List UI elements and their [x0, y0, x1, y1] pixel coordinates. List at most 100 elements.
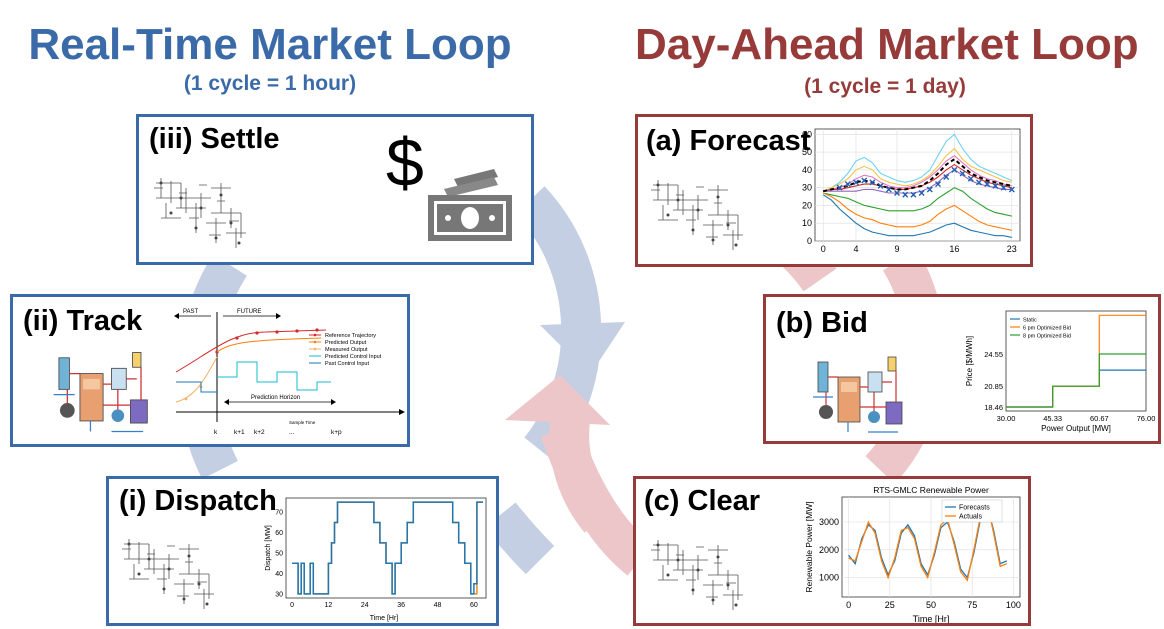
- y-tick-label: 2000: [819, 545, 839, 555]
- x-tick-label: 4: [853, 244, 858, 254]
- x-tick-label: 0: [290, 602, 294, 609]
- forecast-marker: [844, 181, 851, 188]
- series-line-1: [822, 147, 1012, 192]
- forecast-marker: [951, 166, 958, 173]
- dollar-sign-icon: $: [386, 125, 424, 201]
- series-line-3: [823, 163, 1012, 192]
- forecast-marker: [853, 179, 859, 186]
- grid-schematic-icon: [121, 538, 215, 610]
- forecast-marker: [967, 175, 974, 182]
- day-ahead-loop-subtitle: (1 cycle = 1 day): [804, 75, 966, 98]
- future-label: FUTURE: [237, 309, 261, 315]
- series-line-8: [822, 194, 1012, 238]
- y-tick-label: 3000: [819, 517, 839, 527]
- legend-label: 6 pm Optimized Bid: [1023, 326, 1071, 332]
- tick-k2: k+2: [254, 429, 265, 436]
- grid-schematic-icon: [650, 539, 744, 611]
- clear-chart: 0 25 50 75 100 1000 2000 3000 RTS-GMLC Renewable…: [804, 485, 1021, 624]
- legend-predicted-input: Predicted Control Input: [325, 354, 382, 360]
- tick-k1: k+1: [234, 429, 245, 436]
- grid-schematic-icon: [650, 179, 744, 251]
- y-tick-label: 18.46: [984, 403, 1003, 412]
- prediction-horizon-label: Prediction Horizon: [251, 395, 300, 401]
- sample-time-label: Sample Time: [289, 420, 316, 425]
- y-tick-label: 1000: [819, 573, 839, 583]
- x-tick-label: 16: [949, 244, 959, 254]
- blue-arrow-head: [540, 322, 625, 375]
- forecast-marker: [976, 179, 982, 186]
- bid-label: (b) Bid: [776, 307, 868, 339]
- y-axis-label: Renewable Power [MW]: [804, 501, 814, 592]
- clear-panel: (c) Clear 0 25 50 75 100 1000 2000 3000 RTS-GMLC…: [633, 476, 1031, 626]
- forecast-marker: [910, 191, 917, 198]
- red-loop-arc-bottom: [541, 423, 653, 576]
- clear-label: (c) Clear: [644, 485, 761, 517]
- y-axis-label: Price [$/MWh]: [965, 336, 974, 386]
- legend-past-input: Past Control Input: [325, 361, 369, 367]
- y-tick-label: 24.55: [984, 350, 1003, 359]
- x-tick-label: 60.67: [1090, 414, 1109, 423]
- dispatch-chart: 0 12 24 36 48 60 30 40 50 60 70 Time [Hr] Dispatch […: [265, 497, 487, 622]
- x-axis-label: Power Output [MW]: [1041, 424, 1111, 433]
- power-plant-schematic-icon: [812, 356, 903, 433]
- x-tick-label: 50: [926, 600, 936, 610]
- x-axis-label: Time [Hr]: [913, 614, 950, 624]
- blue-loop-arc-bottom: [484, 502, 555, 575]
- y-tick-label: 20: [802, 200, 812, 210]
- y-tick-label: 40: [802, 165, 812, 175]
- tick-kp: k+p: [331, 429, 342, 436]
- forecast-marker: [1008, 186, 1015, 193]
- settle-panel: (iii) Settle $: [136, 114, 534, 265]
- y-tick-label: 10: [802, 218, 812, 228]
- y-tick-label: 50: [275, 550, 283, 557]
- x-tick-label: 100: [1006, 600, 1021, 610]
- x-tick-label: 0: [821, 244, 826, 254]
- y-tick-label: 0: [807, 236, 812, 246]
- series-line-6: [823, 187, 1012, 217]
- x-tick-label: 9: [894, 244, 899, 254]
- legend-label: Actuals: [959, 514, 982, 521]
- x-tick-label: 0: [846, 600, 851, 610]
- x-tick-label: 75: [967, 600, 977, 610]
- x-tick-label: 23: [1007, 244, 1017, 254]
- series-line-2: [823, 155, 1012, 192]
- track-axis-ticks: k k+1 k+2 ... k+p: [214, 429, 342, 436]
- series-line-7: [822, 192, 1012, 231]
- x-axis-label: Time [Hr]: [370, 615, 399, 622]
- forecast-marker: [894, 190, 900, 196]
- forecast-chart: 0 4 9 16 23 0 10 20 30 40 50 60: [802, 128, 1021, 254]
- forecast-marker: [869, 179, 876, 186]
- mpc-diagram: PAST FUTURE Prediction Horizon Sample Ti…: [174, 309, 405, 436]
- y-tick-label: 40: [275, 571, 283, 578]
- track-panel: (ii) Track PAST FUTURE Prediction Horizo…: [10, 294, 410, 447]
- forecast-marker: [861, 177, 868, 184]
- tick-k: k: [214, 429, 218, 436]
- past-label: PAST: [183, 309, 199, 315]
- y-axis-label: Dispatch [MW]: [265, 525, 272, 571]
- x-tick-label: 45.33: [1043, 414, 1062, 423]
- series-line-5: [822, 157, 1013, 193]
- forecast-marker: [992, 182, 999, 189]
- dispatch-panel: (i) Dispatch 0 12 24 36 48 60 30 40 50 60 70 Time […: [106, 476, 499, 626]
- forecast-marker: [943, 174, 950, 180]
- banknotes-icon: [428, 169, 512, 241]
- red-arrow-head: [505, 375, 610, 425]
- forecast-panel: (a) Forecast 0 4 9 16 23 0 10 20 30 40 50 60: [635, 114, 1033, 267]
- forecast-marker: [926, 186, 933, 193]
- forecast-marker: [984, 181, 991, 188]
- legend-predicted-output: Predicted Output: [325, 340, 367, 346]
- y-tick-label: 30: [802, 183, 812, 193]
- y-tick-label: 50: [802, 147, 812, 157]
- real-time-loop-title: Real-Time Market Loop: [28, 20, 512, 69]
- x-tick-label: 12: [325, 602, 333, 609]
- legend-label: Forecasts: [959, 505, 990, 512]
- y-tick-label: 60: [275, 530, 283, 537]
- x-tick-label: 24: [361, 602, 369, 609]
- legend-label: Static: [1023, 318, 1037, 324]
- forecast-marker: [918, 190, 925, 196]
- x-tick-label: 25: [885, 600, 895, 610]
- legend-measured: Measured Output: [325, 347, 368, 353]
- series-line-0: [822, 133, 1013, 192]
- bid-panel: (b) Bid 30.00 45.33 60.67 76.00 18.46 20.85 24…: [763, 294, 1161, 444]
- power-plant-schematic-icon: [52, 351, 148, 433]
